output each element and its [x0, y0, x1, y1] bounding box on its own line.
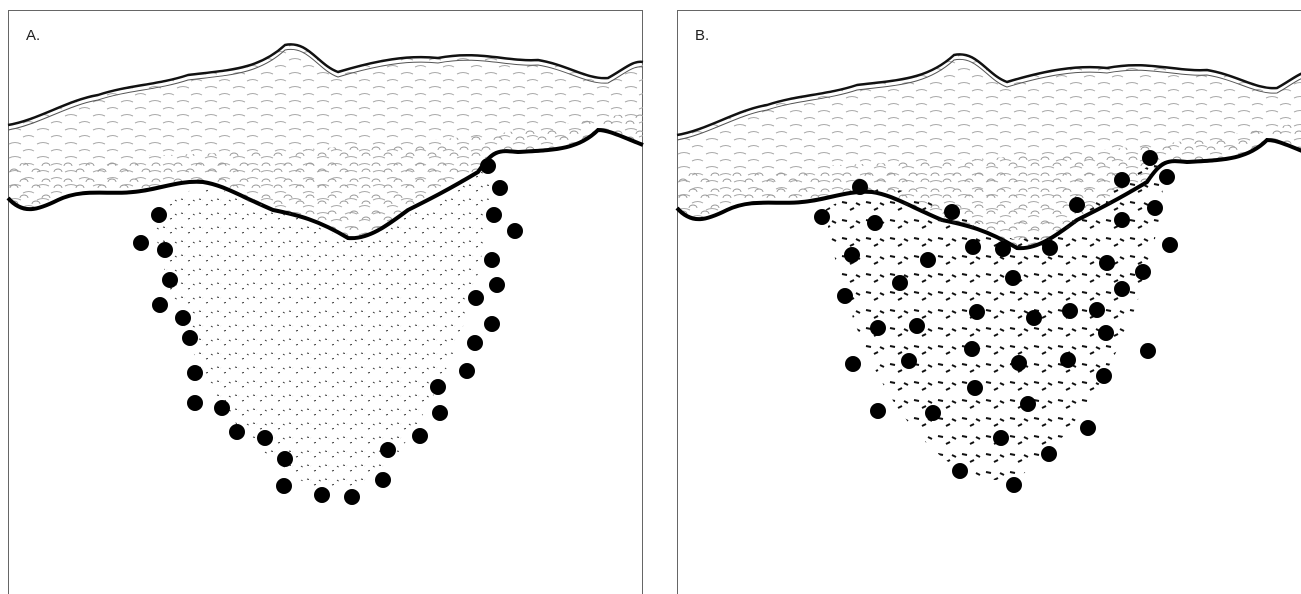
- lesion: [825, 160, 1165, 480]
- panel-frame: [677, 10, 1301, 594]
- panel-frame: [8, 10, 643, 594]
- epidermis: [6, 42, 645, 241]
- melanocytes: [814, 150, 1178, 493]
- panel-label: B.: [695, 27, 709, 44]
- lesion: [150, 165, 490, 492]
- melanocytes: [133, 158, 523, 505]
- epidermis: [675, 52, 1301, 251]
- panel-label: A.: [26, 27, 40, 44]
